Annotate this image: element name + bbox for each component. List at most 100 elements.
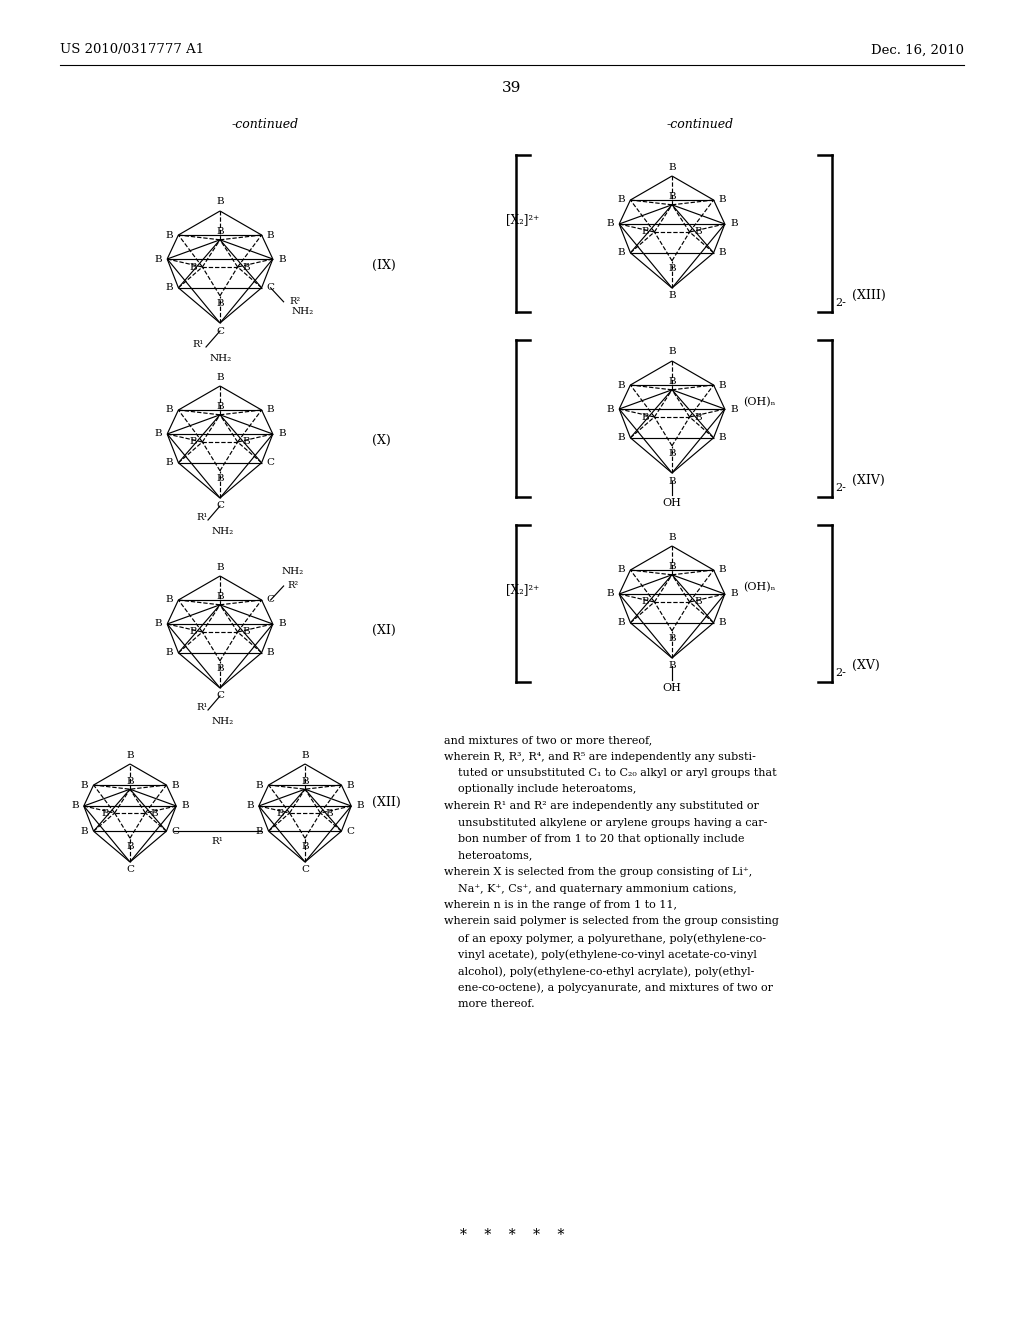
Text: wherein n is in the range of from 1 to 11,: wherein n is in the range of from 1 to 1… xyxy=(444,900,677,909)
Text: C: C xyxy=(126,866,134,874)
Text: B: B xyxy=(326,808,333,817)
Text: C: C xyxy=(216,502,224,511)
Text: R¹: R¹ xyxy=(197,513,208,521)
Text: OH: OH xyxy=(663,498,681,508)
Text: [X₂]²⁺: [X₂]²⁺ xyxy=(506,583,540,597)
Text: 2-: 2- xyxy=(835,668,846,678)
Text: B: B xyxy=(81,780,88,789)
Text: B: B xyxy=(669,562,676,572)
Text: B: B xyxy=(81,826,88,836)
Text: more thereof.: more thereof. xyxy=(444,999,535,1008)
Text: B: B xyxy=(669,661,676,671)
Text: B: B xyxy=(301,776,309,785)
Text: (XIII): (XIII) xyxy=(852,289,886,301)
Text: B: B xyxy=(301,751,309,759)
Text: B: B xyxy=(606,590,614,598)
Text: -continued: -continued xyxy=(667,119,733,132)
Text: B: B xyxy=(669,162,676,172)
Text: of an epoxy polymer, a polyurethane, poly(ethylene-co-: of an epoxy polymer, a polyurethane, pol… xyxy=(444,933,766,944)
Text: NH₂: NH₂ xyxy=(212,527,234,536)
Text: B: B xyxy=(166,458,173,467)
Text: (XV): (XV) xyxy=(852,659,880,672)
Text: B: B xyxy=(669,292,676,301)
Text: B: B xyxy=(730,590,737,598)
Text: Na⁺, K⁺, Cs⁺, and quaternary ammonium cations,: Na⁺, K⁺, Cs⁺, and quaternary ammonium ca… xyxy=(444,883,736,894)
Text: B: B xyxy=(155,619,162,628)
Text: B: B xyxy=(166,648,173,657)
Text: B: B xyxy=(166,595,173,605)
Text: B: B xyxy=(346,780,354,789)
Text: B: B xyxy=(617,618,626,627)
Text: B: B xyxy=(155,429,162,438)
Text: B: B xyxy=(719,565,726,574)
Text: B: B xyxy=(216,403,224,412)
Text: B: B xyxy=(730,219,737,228)
Text: 2-: 2- xyxy=(835,483,846,492)
Text: B: B xyxy=(216,372,224,381)
Text: wherein said polymer is selected from the group consisting: wherein said polymer is selected from th… xyxy=(444,916,779,927)
Text: B: B xyxy=(669,449,676,458)
Text: 2-: 2- xyxy=(835,298,846,308)
Text: tuted or unsubstituted C₁ to C₂₀ alkyl or aryl groups that: tuted or unsubstituted C₁ to C₂₀ alkyl o… xyxy=(444,768,776,777)
Text: unsubstituted alkylene or arylene groups having a car-: unsubstituted alkylene or arylene groups… xyxy=(444,817,767,828)
Text: wherein R, R³, R⁴, and R⁵ are independently any substi-: wherein R, R³, R⁴, and R⁵ are independen… xyxy=(444,751,756,762)
Text: Dec. 16, 2010: Dec. 16, 2010 xyxy=(871,44,964,57)
Text: (XI): (XI) xyxy=(372,623,395,636)
Text: NH₂: NH₂ xyxy=(282,568,304,576)
Text: B: B xyxy=(669,532,676,541)
Text: B: B xyxy=(243,437,251,446)
Text: C: C xyxy=(346,826,354,836)
Text: B: B xyxy=(278,619,286,628)
Text: B: B xyxy=(719,380,726,389)
Text: (OH)ₙ: (OH)ₙ xyxy=(742,397,775,407)
Text: -continued: -continued xyxy=(231,119,299,132)
Text: B: B xyxy=(189,437,198,446)
Text: R¹: R¹ xyxy=(193,341,204,348)
Text: B: B xyxy=(276,808,285,817)
Text: (XIV): (XIV) xyxy=(852,474,885,487)
Text: B: B xyxy=(695,227,702,236)
Text: B: B xyxy=(101,808,110,817)
Text: B: B xyxy=(256,780,263,789)
Text: heteroatoms,: heteroatoms, xyxy=(444,850,532,861)
Text: (IX): (IX) xyxy=(372,259,395,272)
Text: B: B xyxy=(166,284,173,292)
Text: B: B xyxy=(669,193,676,201)
Text: B: B xyxy=(189,263,198,272)
Text: B: B xyxy=(155,255,162,264)
Text: B: B xyxy=(278,255,286,264)
Text: B: B xyxy=(246,801,254,810)
Text: B: B xyxy=(642,227,649,236)
Text: B: B xyxy=(719,618,726,627)
Text: ene-co-octene), a polycyanurate, and mixtures of two or: ene-co-octene), a polycyanurate, and mix… xyxy=(444,982,773,993)
Text: B: B xyxy=(669,378,676,387)
Text: B: B xyxy=(267,648,274,657)
Text: B: B xyxy=(617,248,626,257)
Text: B: B xyxy=(166,231,173,239)
Text: and mixtures of two or more thereof,: and mixtures of two or more thereof, xyxy=(444,735,652,744)
Text: B: B xyxy=(126,842,134,850)
Text: C: C xyxy=(171,826,179,836)
Text: B: B xyxy=(642,598,649,606)
Text: C: C xyxy=(216,692,224,701)
Text: B: B xyxy=(71,801,79,810)
Text: B: B xyxy=(216,562,224,572)
Text: *    *    *    *    *: * * * * * xyxy=(460,1228,564,1242)
Text: B: B xyxy=(189,627,198,636)
Text: NH₂: NH₂ xyxy=(292,306,313,315)
Text: B: B xyxy=(669,477,676,486)
Text: B: B xyxy=(216,593,224,602)
Text: B: B xyxy=(172,780,179,789)
Text: B: B xyxy=(730,404,737,413)
Text: B: B xyxy=(617,380,626,389)
Text: alcohol), poly(ethylene-co-ethyl acrylate), poly(ethyl-: alcohol), poly(ethylene-co-ethyl acrylat… xyxy=(444,966,755,977)
Text: B: B xyxy=(606,219,614,228)
Text: B: B xyxy=(719,195,726,205)
Text: R²: R² xyxy=(290,297,301,306)
Text: B: B xyxy=(256,826,263,836)
Text: NH₂: NH₂ xyxy=(212,717,234,726)
Text: wherein X is selected from the group consisting of Li⁺,: wherein X is selected from the group con… xyxy=(444,867,753,876)
Text: (XII): (XII) xyxy=(372,796,400,808)
Text: B: B xyxy=(216,664,224,673)
Text: R¹: R¹ xyxy=(212,837,223,846)
